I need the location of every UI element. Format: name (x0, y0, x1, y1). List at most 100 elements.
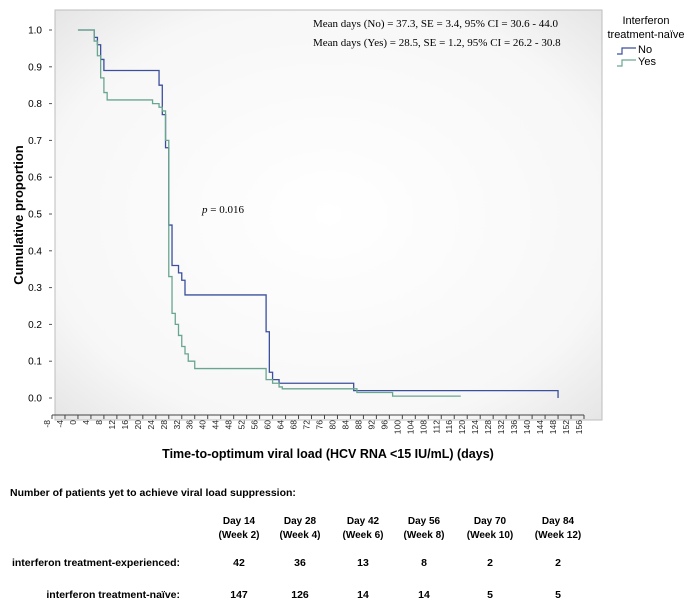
legend-label-no: No (638, 44, 652, 56)
x-tick-label: 60 (263, 420, 273, 430)
x-tick-label: 152 (561, 420, 571, 434)
column-header: Day 84 (Week 12) (518, 515, 598, 543)
x-tick-label: -8 (42, 420, 52, 428)
x-tick-label: 148 (548, 420, 558, 434)
column-header-day: Day 14 (222, 516, 256, 527)
y-tick-label: 0.0 (28, 394, 42, 405)
x-tick-label: 156 (574, 420, 584, 434)
table-cell: 2 (555, 557, 561, 569)
series-line-yes (77, 29, 461, 397)
column-header-day: Day 70 (473, 516, 507, 527)
x-tick-label: 124 (470, 420, 480, 434)
x-tick-label: 56 (250, 420, 260, 430)
y-tick-label: 0.9 (28, 62, 42, 73)
x-axis-title: Time-to-optimum viral load (HCV RNA <15 … (162, 447, 494, 461)
x-tick-label: 20 (133, 420, 143, 430)
x-tick-label: 84 (340, 420, 350, 430)
x-tick-label: 40 (198, 420, 208, 430)
table-cell: 36 (294, 557, 306, 569)
x-tick-label: -4 (55, 420, 65, 428)
x-tick-label: 32 (172, 420, 182, 430)
y-tick-label: 0.5 (28, 210, 42, 221)
x-axis: -8 -4 0 4 8 12 16 20 24 28 32 36 40 44 48 52 56 60 64 68 72 7… (42, 414, 585, 434)
x-tick-label: 136 (509, 420, 519, 434)
column-header-day: Day 42 (346, 516, 380, 527)
column-header-week: (Week 4) (279, 530, 321, 541)
table-cell: 5 (555, 589, 561, 601)
y-axis-title: Cumulative proportion (11, 145, 26, 284)
legend-label-yes: Yes (638, 56, 656, 68)
y-tick-label: 0.8 (28, 99, 42, 110)
legend-swatch-yes (617, 59, 636, 67)
x-tick-label: 24 (146, 420, 156, 430)
column-header: Day 14 (Week 2) (199, 515, 279, 543)
x-tick-label: 48 (224, 420, 234, 430)
x-tick-label: 120 (457, 420, 467, 434)
y-tick-label: 0.6 (28, 173, 42, 184)
x-tick-label: 64 (276, 420, 286, 430)
x-tick-label: 104 (405, 420, 415, 434)
y-tick-label: 0.7 (28, 136, 42, 147)
table-cell: 126 (291, 589, 309, 601)
plot-background (54, 9, 603, 421)
x-tick-label: 76 (314, 420, 324, 430)
x-tick-label: 12 (107, 420, 117, 430)
x-tick-label: 108 (418, 420, 428, 434)
x-tick-label: 36 (185, 420, 195, 430)
x-tick-label: 96 (379, 420, 389, 430)
column-header-week: (Week 8) (403, 530, 445, 541)
series-layer (77, 29, 559, 398)
y-tick-label: 0.2 (28, 320, 42, 331)
x-tick-label: 116 (444, 420, 454, 434)
column-header-week: (Week 2) (218, 530, 260, 541)
x-tick-label: 112 (431, 420, 441, 434)
annotation-mean-no: Mean days (No) = 37.3, SE = 3.4, 95% CI … (313, 18, 559, 30)
table-cell: 14 (357, 589, 369, 601)
table-cell: 42 (233, 557, 245, 569)
table-cell: 2 (487, 557, 493, 569)
legend-title-line2: treatment-naïve (607, 29, 684, 41)
x-tick-label: 0 (68, 420, 78, 425)
table-cell: 13 (357, 557, 369, 569)
row-label: interferon treatment-experienced: (11, 557, 180, 569)
x-tick-label: 44 (211, 420, 221, 430)
column-header-week: (Week 6) (342, 530, 384, 541)
x-tick-label: 28 (159, 420, 169, 430)
x-tick-label: 52 (237, 420, 247, 430)
x-tick-label: 128 (483, 420, 493, 434)
x-tick-label: 16 (120, 420, 130, 430)
x-tick-label: 88 (353, 420, 363, 430)
x-tick-label: 8 (94, 420, 104, 425)
legend-title-line1: Interferon (622, 15, 669, 27)
table-heading: Number of patients yet to achieve viral … (10, 487, 296, 499)
x-tick-label: 132 (496, 420, 506, 434)
column-header-week: (Week 10) (466, 530, 514, 541)
legend-swatch-no (617, 47, 636, 55)
x-tick-label: 72 (302, 420, 312, 430)
y-tick-label: 0.1 (28, 357, 42, 368)
column-header-day: Day 84 (541, 516, 575, 527)
table-cell: 14 (418, 589, 430, 601)
annotation-mean-yes: Mean days (Yes) = 28.5, SE = 1.2, 95% CI… (313, 37, 561, 49)
y-tick-label: 1.0 (28, 26, 42, 37)
x-tick-label: 68 (289, 420, 299, 430)
y-axis: 0.0 0.1 0.2 0.3 0.4 0.5 0.6 0.7 0.8 0.9 1.0 (28, 26, 52, 405)
row-label: interferon treatment-naïve: (46, 589, 180, 601)
x-tick-label: 4 (81, 420, 91, 425)
table-cell: 147 (230, 589, 248, 601)
x-tick-label: 92 (366, 420, 376, 430)
x-tick-label: 140 (522, 420, 532, 434)
column-header: Day 70 (Week 10) (450, 515, 530, 543)
x-tick-label: 100 (392, 420, 402, 434)
column-header-day: Day 56 (407, 516, 441, 527)
column-header: Day 28 (Week 4) (260, 515, 340, 543)
column-header-week: (Week 12) (534, 530, 582, 541)
column-header: Day 42 (Week 6) (323, 515, 403, 543)
annotation-p-value: p = 0.016 (201, 204, 244, 216)
survival-chart: 0.00.10.20.30.40.50.60.70.80.91.0 -8 -4 0 4… (11, 9, 685, 461)
table-cell: 5 (487, 589, 493, 601)
y-tick-label: 0.3 (28, 283, 42, 294)
table-cell: 8 (421, 557, 427, 569)
column-header: Day 56 (Week 8) (384, 515, 464, 543)
column-header-day: Day 28 (283, 516, 317, 527)
